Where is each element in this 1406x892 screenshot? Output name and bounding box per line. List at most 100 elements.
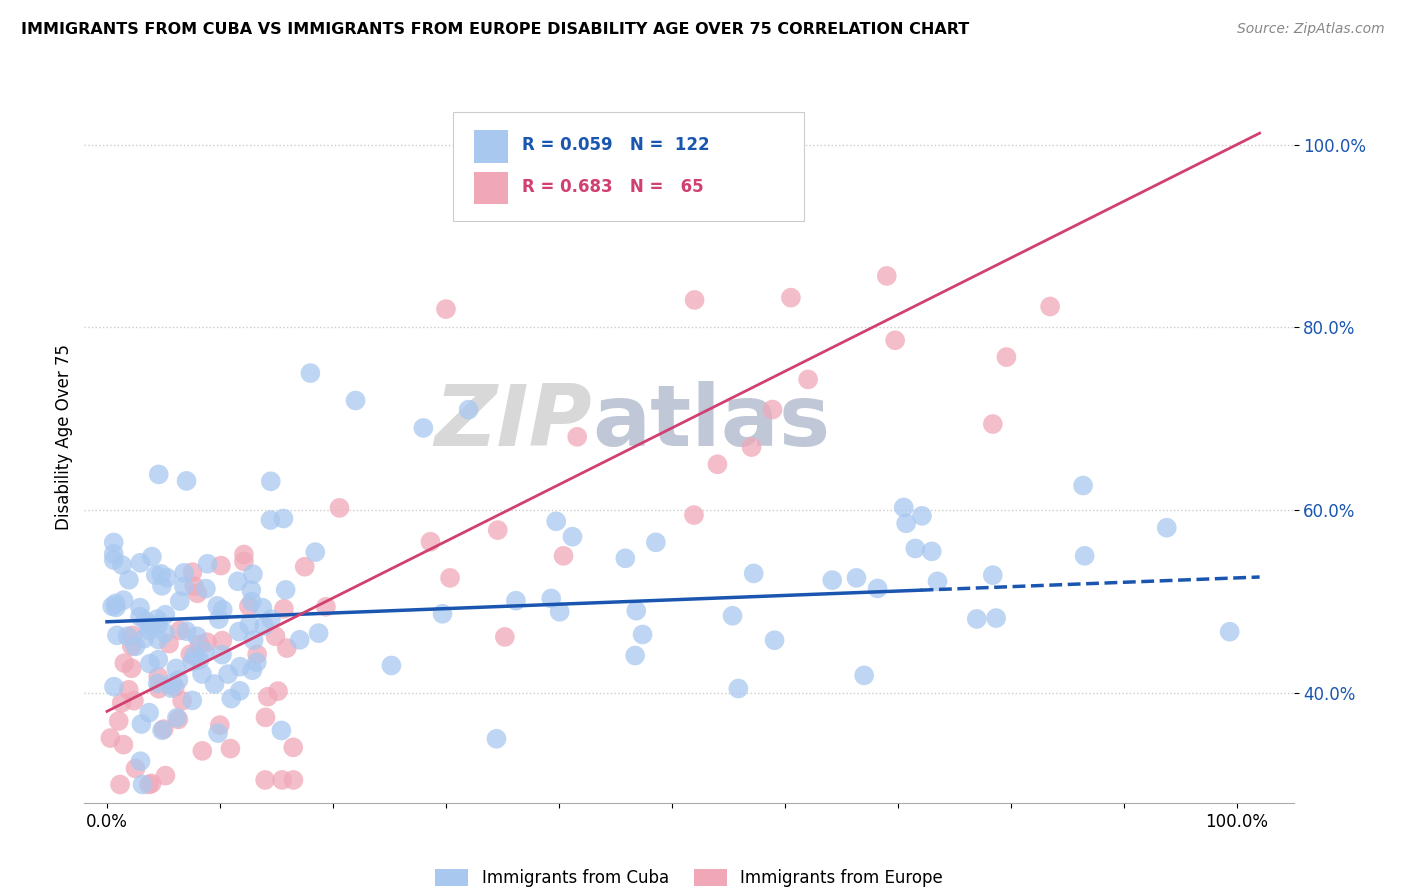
Y-axis label: Disability Age Over 75: Disability Age Over 75 (55, 344, 73, 530)
Point (167, 713, 190, 727)
Point (232, 548, 254, 562)
Point (344, 393, 367, 408)
Point (439, 571, 461, 585)
Point (614, 551, 637, 566)
Point (727, 681, 749, 696)
Point (150, 723, 173, 738)
Point (219, 691, 242, 706)
Point (253, 619, 276, 633)
Point (845, 571, 868, 585)
Point (505, 593, 527, 607)
Point (1071, 478, 1094, 492)
Point (124, 640, 146, 654)
Point (146, 612, 169, 626)
Point (101, 599, 124, 614)
Point (186, 629, 208, 643)
Point (893, 500, 915, 515)
Point (148, 632, 170, 647)
Point (380, 658, 402, 673)
Point (104, 600, 127, 615)
Point (485, 731, 508, 746)
Point (626, 604, 648, 618)
Point (308, 626, 330, 640)
Point (242, 633, 264, 648)
Point (631, 627, 654, 641)
Point (876, 268, 898, 283)
Point (984, 611, 1007, 625)
FancyBboxPatch shape (453, 112, 804, 221)
Point (1156, 521, 1178, 535)
Point (207, 599, 229, 613)
Point (207, 726, 229, 740)
Point (165, 661, 187, 675)
Point (240, 663, 263, 677)
Point (254, 772, 277, 787)
Point (188, 637, 211, 651)
Point (821, 573, 844, 587)
Point (152, 722, 174, 736)
Point (103, 535, 125, 549)
Point (103, 547, 125, 561)
Point (624, 648, 647, 663)
Point (304, 545, 326, 559)
Point (129, 600, 152, 615)
Point (219, 741, 242, 756)
Point (866, 582, 889, 596)
Point (981, 417, 1004, 431)
Point (260, 612, 283, 626)
Point (228, 624, 250, 639)
Point (252, 600, 274, 615)
Point (111, 696, 134, 710)
Point (141, 549, 163, 564)
Point (894, 516, 917, 531)
Point (561, 530, 583, 544)
Point (283, 772, 305, 787)
Point (927, 574, 949, 589)
Text: ZIP: ZIP (434, 381, 592, 464)
Point (229, 683, 252, 698)
Point (195, 635, 218, 649)
Point (328, 500, 350, 515)
Point (138, 624, 160, 638)
Point (273, 511, 295, 525)
Point (191, 667, 214, 681)
Point (146, 676, 169, 690)
Point (240, 583, 263, 598)
Point (167, 673, 190, 687)
Point (270, 723, 292, 738)
Point (288, 632, 311, 647)
Text: atlas: atlas (592, 381, 831, 464)
Point (112, 656, 135, 670)
Point (155, 768, 177, 782)
Point (122, 694, 145, 708)
Point (138, 706, 160, 720)
Point (181, 693, 204, 707)
Point (981, 568, 1004, 582)
Point (112, 738, 135, 752)
Point (176, 624, 198, 639)
Point (260, 475, 283, 489)
Point (246, 648, 269, 662)
Point (139, 618, 162, 632)
Point (315, 599, 337, 614)
Point (432, 607, 454, 621)
Point (911, 508, 934, 523)
Point (211, 633, 233, 648)
Point (204, 677, 226, 691)
Point (173, 579, 195, 593)
Point (160, 676, 183, 690)
Point (179, 647, 201, 661)
Point (121, 639, 143, 653)
Point (134, 632, 156, 646)
Point (173, 566, 195, 580)
Point (121, 661, 143, 675)
Point (966, 612, 988, 626)
Point (683, 508, 706, 522)
Point (232, 554, 254, 568)
Point (138, 778, 160, 792)
Point (853, 668, 876, 682)
Point (1219, 624, 1241, 639)
Point (111, 558, 134, 572)
Point (139, 657, 162, 671)
Point (148, 681, 170, 696)
